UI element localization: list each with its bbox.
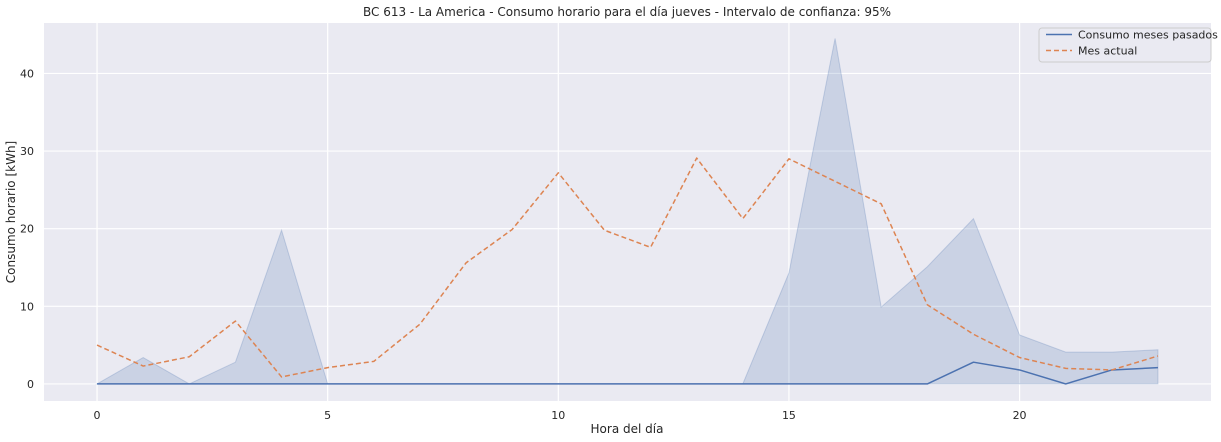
y-tick-labels: 0 10 20 30 40 [20, 67, 34, 390]
legend: Consumo meses pasados Mes actual [1038, 27, 1218, 63]
plot-area [44, 23, 1211, 401]
series-lines [96, 157, 1159, 385]
y-tick-label: 10 [20, 300, 34, 313]
y-tick-label: 30 [20, 145, 34, 158]
x-tick-label: 20 [1013, 409, 1027, 422]
series-line-consumo-meses-pasados [97, 361, 1158, 385]
x-axis-label: Hora del día [591, 422, 664, 436]
x-tick-labels: 0 5 10 15 20 [94, 409, 1027, 422]
y-tick-label: 0 [27, 378, 34, 391]
series-line-mes-actual [96, 157, 1159, 378]
chart-title: BC 613 - La America - Consumo horario pa… [363, 5, 891, 19]
y-tick-label: 20 [20, 223, 34, 236]
y-tick-label: 40 [20, 67, 34, 80]
legend-label-mes-actual: Mes actual [1078, 45, 1137, 58]
x-tick-label: 15 [782, 409, 796, 422]
y-axis-label: Consumo horario [kWh] [4, 141, 18, 283]
x-tick-label: 10 [551, 409, 565, 422]
legend-box [1038, 27, 1212, 63]
x-tick-label: 5 [324, 409, 331, 422]
x-tick-label: 0 [94, 409, 101, 422]
legend-label-consumo: Consumo meses pasados [1078, 29, 1218, 42]
